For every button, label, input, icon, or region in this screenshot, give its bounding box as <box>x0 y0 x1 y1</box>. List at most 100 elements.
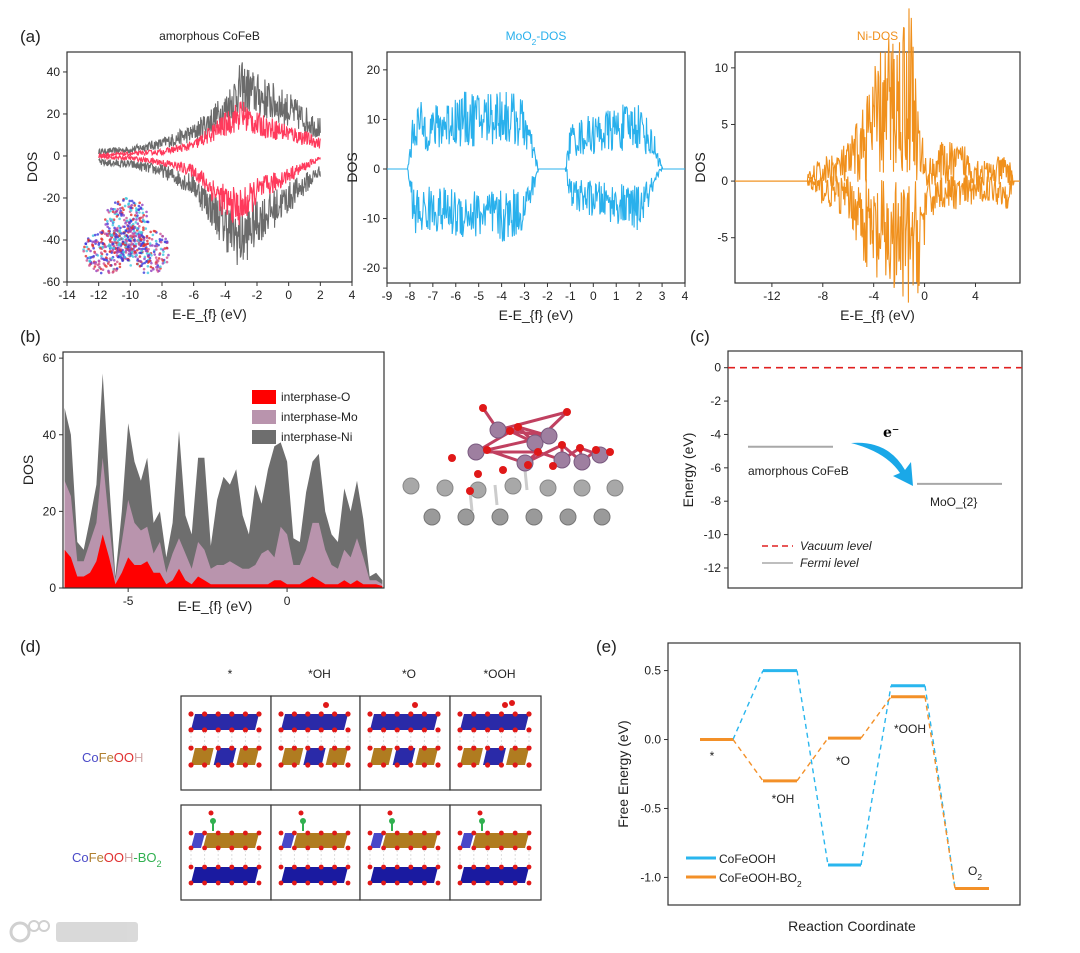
atom <box>139 216 142 220</box>
x-tick-label: -7 <box>428 289 439 303</box>
o-atom <box>345 711 351 717</box>
o-atom <box>367 830 373 836</box>
atom <box>146 242 150 246</box>
atom <box>143 247 146 251</box>
atom <box>109 240 112 243</box>
ni-atom <box>606 479 624 497</box>
atom <box>102 262 106 265</box>
polyhedra-layer <box>191 867 259 883</box>
o-atom <box>188 711 194 717</box>
atom <box>142 213 146 217</box>
adsorbate-o-atom <box>502 702 508 708</box>
atom <box>112 232 116 235</box>
atom <box>153 244 157 248</box>
x-tick-label: 2 <box>636 289 643 303</box>
chart-interphase-dos: -5 0 0 20 40 60 E-E_{f} (eV) DOS interphase-O int… <box>20 351 385 614</box>
atom <box>109 233 112 237</box>
atom <box>126 245 130 249</box>
o-atom <box>367 864 373 870</box>
atom <box>113 207 117 211</box>
atom <box>132 229 136 233</box>
o-atom <box>345 745 351 751</box>
atom <box>117 250 121 254</box>
atom <box>148 236 151 240</box>
o-atom <box>514 423 522 431</box>
atom <box>152 250 156 254</box>
atom <box>153 253 157 256</box>
o-atom <box>318 845 324 851</box>
o-atom <box>471 845 477 851</box>
polyhedra-layer <box>203 833 259 848</box>
x-tick-label: 0 <box>921 289 928 303</box>
o-atom <box>332 727 338 733</box>
atom <box>136 259 139 262</box>
atom <box>112 220 115 224</box>
atom <box>133 226 136 229</box>
o-atom <box>394 845 400 851</box>
atom <box>117 247 121 250</box>
atom <box>165 256 169 259</box>
o-atom <box>305 745 311 751</box>
x-tick-label: -14 <box>58 288 76 302</box>
dos-curve-partial-spin-up <box>98 101 321 158</box>
level-label: amorphous CoFeB <box>748 464 849 478</box>
atom <box>140 238 143 241</box>
o-atom <box>524 461 532 469</box>
o-atom <box>512 745 518 751</box>
atom <box>143 261 146 265</box>
boron-atom <box>300 818 306 824</box>
atom <box>101 245 104 249</box>
y-tick-label: 40 <box>43 428 57 442</box>
o-atom <box>367 711 373 717</box>
o-atom <box>499 845 504 851</box>
o-atom <box>215 880 221 886</box>
structure-cell <box>359 804 451 901</box>
atom <box>84 254 88 258</box>
atom <box>123 225 126 229</box>
o-atom <box>256 845 262 851</box>
o-atom <box>292 845 297 851</box>
atom <box>93 233 97 237</box>
y-axis-label: Energy (eV) <box>680 433 696 508</box>
o-atom <box>256 880 262 886</box>
atom <box>121 237 124 241</box>
o-atom <box>457 762 463 768</box>
polyhedra-layer <box>370 867 438 883</box>
atom <box>150 253 153 257</box>
o-atom <box>408 745 414 751</box>
atom <box>112 237 116 241</box>
atom <box>124 249 128 252</box>
o-atom <box>457 745 463 751</box>
adsorbate-o-atom <box>509 700 515 706</box>
o-atom <box>291 711 297 717</box>
y-tick-label: 10 <box>367 112 381 126</box>
o-atom <box>291 745 297 751</box>
atom <box>91 234 95 237</box>
atom <box>83 245 86 249</box>
panel-label-c: (c) <box>690 327 710 346</box>
polyhedra-layer <box>303 748 326 765</box>
atom <box>145 252 149 255</box>
atom <box>167 253 170 257</box>
row-label: CoFeOOH <box>82 750 143 765</box>
x-tick-label: -1 <box>565 289 576 303</box>
atom <box>142 238 146 242</box>
o-atom <box>305 727 311 733</box>
o-atom <box>499 864 504 870</box>
o-atom <box>242 711 248 717</box>
plot-frame <box>62 351 385 589</box>
ni-atom <box>436 479 454 497</box>
o-atom <box>332 745 338 751</box>
bond <box>497 410 568 432</box>
atom <box>98 265 101 269</box>
x-tick-label: 3 <box>659 289 666 303</box>
area-interphase-O <box>64 534 383 588</box>
atom <box>159 240 163 244</box>
o-atom <box>305 845 311 851</box>
o-atom <box>471 762 477 768</box>
o-atom <box>318 830 324 836</box>
o-atom <box>278 745 284 751</box>
atom <box>85 245 89 249</box>
o-atom <box>448 454 456 462</box>
atom <box>118 243 121 246</box>
